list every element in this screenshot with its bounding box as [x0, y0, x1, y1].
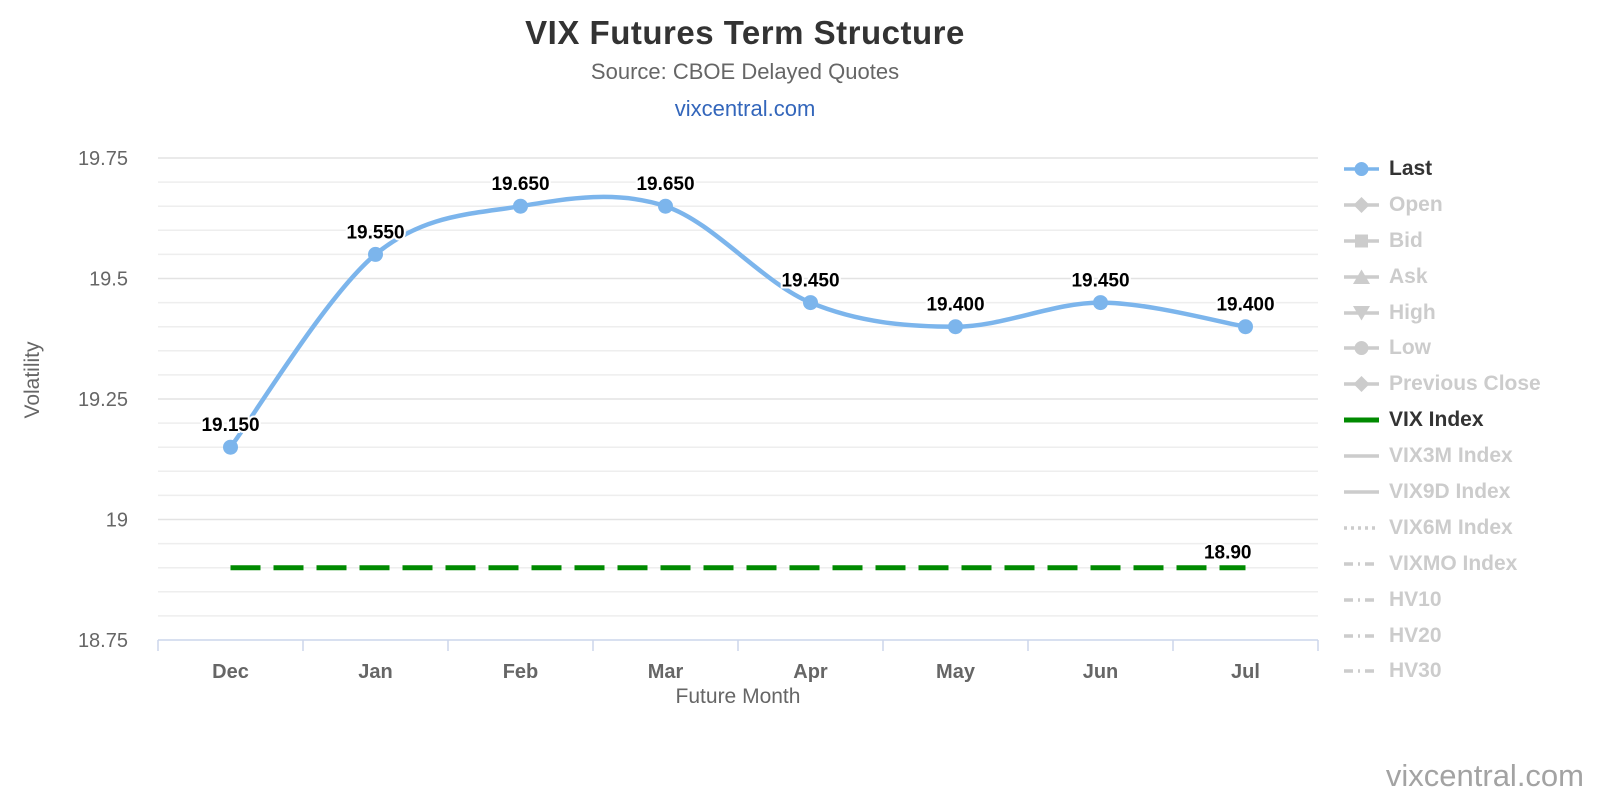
legend-label-last: Last	[1389, 156, 1433, 180]
legend-item-ask[interactable]: Ask	[1344, 259, 1541, 295]
legend-item-bid[interactable]: Bid	[1344, 223, 1541, 259]
legend-label-bid: Bid	[1389, 228, 1423, 252]
legend-label-previous-close: Previous Close	[1389, 372, 1541, 396]
low-series-symbol-icon	[1344, 341, 1379, 356]
data-label-jul: 19.400	[1216, 295, 1274, 316]
legend-label-low: Low	[1389, 336, 1431, 360]
legend-item-vix9d-index[interactable]: VIX9D Index	[1344, 474, 1541, 510]
data-point-apr[interactable]	[803, 295, 818, 311]
watermark-vixcentral: vixcentral.com	[1385, 758, 1584, 793]
data-label-mar: 19.650	[636, 174, 694, 195]
legend-label-hv20: HV20	[1389, 623, 1442, 647]
legend-item-previous-close[interactable]: Previous Close	[1344, 366, 1541, 402]
legend-item-vix6m-index[interactable]: VIX6M Index	[1344, 510, 1541, 546]
y-tick-label: 19.75	[78, 148, 128, 170]
legend-item-last[interactable]: Last	[1344, 151, 1541, 187]
x-tick-label-feb: Feb	[503, 661, 539, 683]
y-tick-label: 18.75	[78, 630, 128, 652]
vixcentral-link[interactable]: vixcentral.com	[674, 96, 816, 121]
high-series-symbol-icon	[1344, 305, 1379, 320]
data-label-apr: 19.450	[781, 271, 839, 292]
page-title: VIX Futures Term Structure	[525, 14, 965, 51]
legend-item-vixmo-index[interactable]: VIXMO Index	[1344, 546, 1541, 582]
last-series-symbol-icon	[1344, 161, 1379, 176]
data-point-jul[interactable]	[1238, 319, 1253, 335]
hv30-series-symbol-icon	[1344, 669, 1379, 674]
previous-close-series-symbol-icon	[1344, 376, 1379, 393]
legend-label-hv30: HV30	[1389, 659, 1442, 683]
legend-item-low[interactable]: Low	[1344, 330, 1541, 366]
legend-item-hv10[interactable]: HV10	[1344, 582, 1541, 618]
data-point-jun[interactable]	[1093, 295, 1108, 311]
data-point-may[interactable]	[948, 319, 963, 335]
x-tick-label-jun: Jun	[1083, 661, 1119, 683]
ask-series-symbol-icon	[1344, 269, 1379, 284]
legend-label-open: Open	[1389, 192, 1443, 216]
vix-index-series-symbol-icon	[1344, 417, 1379, 423]
hv10-series-symbol-icon	[1344, 597, 1379, 602]
legend-item-high[interactable]: High	[1344, 295, 1541, 331]
data-point-dec[interactable]	[223, 439, 238, 455]
legend-item-vix-index[interactable]: VIX Index	[1344, 402, 1541, 438]
data-label-feb: 19.650	[491, 174, 549, 195]
open-series-symbol-icon	[1344, 196, 1379, 213]
legend-label-vix6m-index: VIX6M Index	[1389, 515, 1513, 539]
data-point-feb[interactable]	[513, 198, 528, 214]
x-tick-label-apr: Apr	[793, 661, 828, 683]
bid-series-symbol-icon	[1344, 234, 1379, 248]
x-tick-label-dec: Dec	[212, 661, 249, 683]
legend-item-open[interactable]: Open	[1344, 187, 1541, 223]
legend-item-vix3m-index[interactable]: VIX3M Index	[1344, 438, 1541, 474]
data-label-jun: 19.450	[1071, 271, 1129, 292]
hv20-series-symbol-icon	[1344, 633, 1379, 638]
vix-index-label: 18.90	[1204, 543, 1252, 564]
x-axis-title: Future Month	[675, 685, 801, 708]
x-tick-label-mar: Mar	[648, 661, 684, 683]
x-tick-label-may: May	[936, 661, 976, 683]
data-label-dec: 19.150	[201, 415, 259, 436]
legend-label-vix-index: VIX Index	[1389, 408, 1484, 432]
y-tick-label: 19	[106, 510, 128, 532]
legend-label-vixmo-index: VIXMO Index	[1389, 551, 1518, 575]
legend: Last Open Bid Ask High Low Previous Close VIX I…	[1344, 151, 1541, 689]
data-label-jan: 19.550	[346, 222, 404, 243]
legend-label-vix3m-index: VIX3M Index	[1389, 444, 1513, 468]
vix3m-index-series-symbol-icon	[1344, 454, 1379, 458]
legend-label-ask: Ask	[1389, 264, 1428, 288]
chart-subtitle: Source: CBOE Delayed Quotes	[590, 59, 900, 84]
legend-label-high: High	[1389, 300, 1436, 324]
data-label-may: 19.400	[926, 295, 984, 316]
x-tick-label-jan: Jan	[358, 661, 392, 683]
vix9d-index-series-symbol-icon	[1344, 490, 1379, 494]
vix6m-index-series-symbol-icon	[1344, 526, 1379, 530]
y-tick-label: 19.25	[78, 389, 128, 411]
legend-label-hv10: HV10	[1389, 587, 1442, 611]
x-tick-label-jul: Jul	[1231, 661, 1260, 683]
vixmo-index-series-symbol-icon	[1344, 561, 1379, 566]
legend-item-hv30[interactable]: HV30	[1344, 653, 1541, 689]
y-tick-label: 19.5	[89, 269, 128, 291]
legend-item-hv20[interactable]: HV20	[1344, 618, 1541, 654]
legend-label-vix9d-index: VIX9D Index	[1389, 479, 1511, 503]
data-point-mar[interactable]	[658, 198, 673, 214]
data-point-jan[interactable]	[368, 246, 383, 262]
